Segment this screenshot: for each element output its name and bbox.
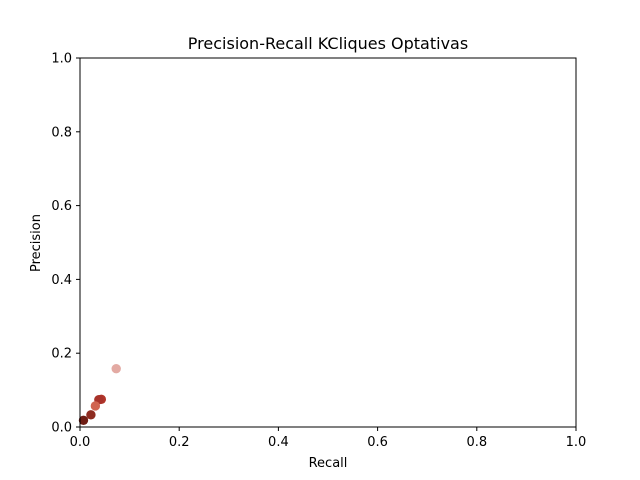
data-point	[112, 364, 121, 373]
y-tick-label: 0.2	[51, 347, 72, 362]
x-tick-label: 0.2	[169, 435, 190, 450]
y-axis-label: Precision	[29, 214, 44, 272]
y-tick-label: 1.0	[51, 52, 72, 67]
x-axis-label: Recall	[309, 456, 348, 471]
x-tick-label: 1.0	[566, 435, 587, 450]
plot-area: 0.0 0.2 0.4 0.6 0.8 1.0 0.0 0.2 0.4 0.6 0.8 1.0	[51, 52, 586, 451]
x-tick-label: 0.6	[367, 435, 388, 450]
y-tick-label: 0.4	[51, 273, 72, 288]
data-point	[91, 401, 100, 410]
axes-frame	[80, 58, 576, 427]
x-tick-label: 0.4	[268, 435, 289, 450]
y-tick-label: 0.6	[51, 199, 72, 214]
y-tick-label: 0.8	[51, 125, 72, 140]
x-tick-label: 0.8	[466, 435, 487, 450]
x-tick-label: 0.0	[70, 435, 91, 450]
chart-title: Precision-Recall KCliques Optativas	[188, 34, 468, 53]
data-point	[86, 410, 95, 419]
y-tick-label: 0.0	[51, 421, 72, 436]
